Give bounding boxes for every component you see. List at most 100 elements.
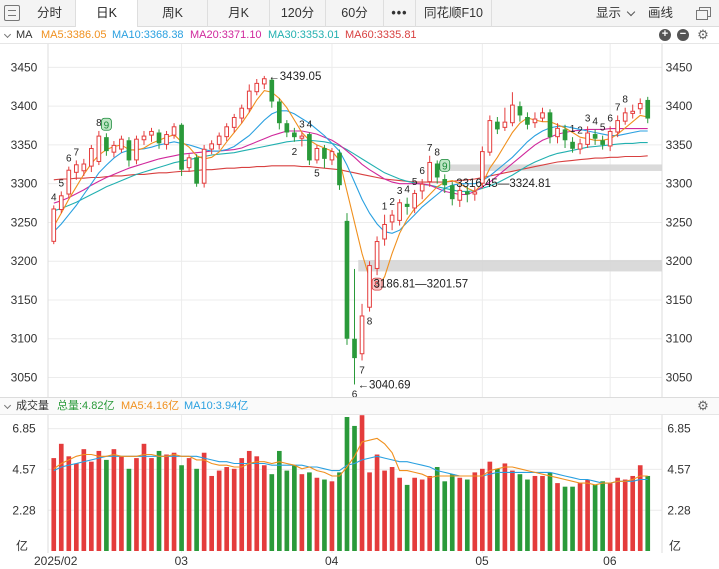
volume-bar bbox=[231, 468, 237, 551]
volume-tick-label-left: 6.85 bbox=[12, 422, 36, 436]
volume-bar bbox=[58, 443, 64, 551]
volume-bar bbox=[397, 477, 402, 551]
tab-60min[interactable]: 60分 bbox=[326, 0, 384, 27]
collapse-arrow-icon[interactable] bbox=[3, 401, 12, 410]
volume-bar bbox=[570, 486, 575, 551]
candle-body-up bbox=[224, 126, 230, 138]
gap-lower-label: 3186.81—3201.57 bbox=[374, 278, 469, 290]
candle-body-up bbox=[149, 130, 154, 136]
volume-bar bbox=[480, 468, 485, 551]
ma10-value: MA10:3368.38 bbox=[112, 29, 184, 41]
td-nine-badge bbox=[100, 117, 112, 131]
volume-bar bbox=[457, 477, 463, 551]
candle-body-up bbox=[540, 112, 545, 119]
price-tick-label-right: 3300 bbox=[666, 177, 693, 191]
td-count-label: 5 bbox=[314, 169, 320, 180]
price-tick-label-right: 3200 bbox=[666, 254, 693, 268]
candle-body-up bbox=[585, 132, 590, 145]
volume-bar bbox=[592, 484, 598, 551]
gear-icon[interactable]: ⚙ bbox=[697, 27, 709, 42]
volume-chart[interactable]: 6.85 6.85 4.57 4.57 2.28 2.28 亿 亿 bbox=[0, 415, 719, 553]
volume-bar bbox=[179, 465, 184, 551]
volume-bar bbox=[307, 472, 312, 551]
volume-bar bbox=[246, 450, 252, 551]
td-count-label: 2 bbox=[577, 126, 583, 137]
candle-body-down bbox=[600, 140, 605, 145]
volume-bar bbox=[119, 456, 124, 551]
td-count-label: 7 bbox=[359, 365, 365, 376]
candle-body-up bbox=[374, 241, 380, 269]
ma-legend-bar: MA MA5:3386.05 MA10:3368.38 MA20:3371.10… bbox=[0, 27, 719, 44]
candle-body-up bbox=[66, 169, 72, 195]
candle-body-down bbox=[449, 185, 455, 200]
restore-window-icon[interactable] bbox=[696, 7, 711, 20]
volume-bar bbox=[134, 458, 139, 551]
candle-body-up bbox=[359, 315, 365, 355]
volume-ma5-line bbox=[53, 437, 648, 486]
price-chart[interactable]: 3450 3450 3400 3400 3350 3350 3300 3300 3250 3250… bbox=[0, 44, 719, 397]
candle-body-up bbox=[201, 148, 207, 184]
gap-zone-upper bbox=[440, 164, 662, 171]
candle-body-up bbox=[510, 104, 515, 124]
td-count-label: 5 bbox=[412, 177, 418, 188]
volume-bar bbox=[555, 483, 560, 551]
candle-body-down bbox=[344, 220, 350, 339]
gap-zones bbox=[358, 164, 662, 272]
tab-f10[interactable]: 同花顺F10 bbox=[416, 0, 492, 27]
tab-daily-k[interactable]: 日K bbox=[76, 0, 138, 27]
ma-indicator-name[interactable]: MA bbox=[16, 29, 33, 41]
candle-body-down bbox=[592, 134, 598, 139]
candle-body-down bbox=[434, 163, 440, 178]
td-count-label: 4 bbox=[307, 120, 313, 131]
candle-body-up bbox=[577, 143, 583, 150]
tab-120min[interactable]: 120分 bbox=[270, 0, 326, 27]
date-tick-label: 03 bbox=[174, 554, 188, 568]
add-indicator-icon[interactable]: + bbox=[659, 29, 671, 41]
price-tick-label-left: 3400 bbox=[11, 99, 38, 113]
gear-icon[interactable]: ⚙ bbox=[697, 398, 709, 413]
price-tick-label-left: 3250 bbox=[11, 215, 38, 229]
tab-monthly-k[interactable]: 月K bbox=[208, 0, 270, 27]
price-tick-label-left: 3450 bbox=[11, 60, 38, 74]
td-count-label: 1 bbox=[570, 124, 576, 135]
candle-body-down bbox=[156, 132, 162, 144]
remove-indicator-icon[interactable]: − bbox=[677, 29, 689, 41]
draw-line-button[interactable]: 画线 bbox=[648, 6, 674, 20]
collapse-arrow-icon[interactable] bbox=[3, 30, 12, 39]
candle-body-up bbox=[487, 120, 493, 153]
volume-tick-label-right: 2.28 bbox=[667, 503, 691, 517]
chevron-down-icon bbox=[626, 7, 636, 17]
candle-body-down bbox=[322, 148, 327, 159]
volume-bar bbox=[637, 465, 643, 551]
td-nine-badge bbox=[371, 277, 383, 291]
candle-body-up bbox=[58, 195, 64, 211]
candle-body-up bbox=[51, 208, 57, 242]
price-tick-label-right: 3400 bbox=[666, 99, 693, 113]
display-dropdown[interactable]: 显示 bbox=[592, 0, 642, 27]
tab-intraday[interactable]: 分时 bbox=[24, 0, 76, 27]
gap-upper-label: 3316.45—3324.81 bbox=[456, 178, 551, 190]
volume-bar bbox=[51, 458, 57, 551]
price-tick-label-left: 3350 bbox=[11, 138, 38, 152]
tab-weekly-k[interactable]: 周K bbox=[138, 0, 208, 27]
candle-body-down bbox=[104, 137, 109, 152]
candle-body-up bbox=[73, 164, 79, 173]
volume-bar bbox=[164, 454, 169, 551]
candle-body-up bbox=[209, 143, 214, 150]
candle-body-up bbox=[261, 78, 267, 85]
candle-body-up bbox=[389, 214, 395, 223]
volume-bar bbox=[329, 481, 335, 551]
td-count-label: 1 bbox=[382, 202, 388, 213]
volume-bar bbox=[224, 467, 230, 551]
panel-menu-icon[interactable] bbox=[4, 5, 20, 21]
candle-body-down bbox=[269, 79, 275, 102]
more-periods-button[interactable]: ••• bbox=[384, 0, 416, 27]
volume-bar bbox=[510, 470, 515, 551]
volume-axis-labels: 6.85 6.85 4.57 4.57 2.28 2.28 亿 亿 bbox=[12, 422, 691, 553]
volume-bar bbox=[284, 470, 290, 551]
volume-indicator-name[interactable]: 成交量 bbox=[16, 400, 49, 412]
volume-bar bbox=[171, 452, 177, 551]
td-count-label: 2 bbox=[292, 147, 298, 158]
volume-bar bbox=[427, 475, 433, 551]
date-axis: 2025/02 03 04 05 06 bbox=[0, 553, 719, 569]
